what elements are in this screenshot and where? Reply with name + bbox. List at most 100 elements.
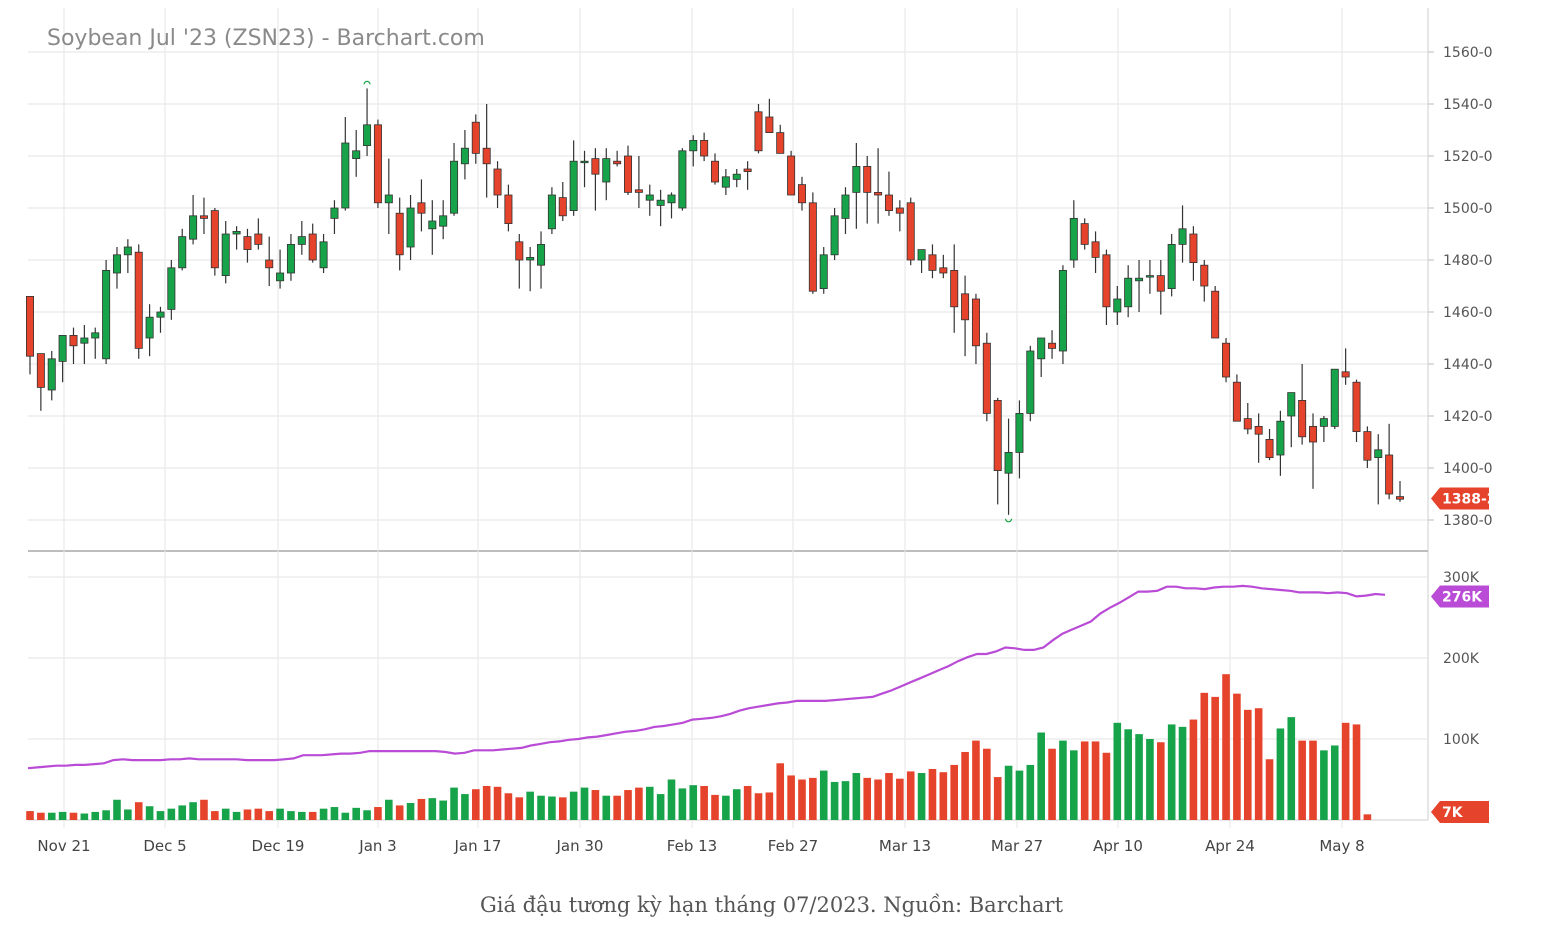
axes: 1560-0 1540-0 1520-0 1500-0 1480-0 1460-0 1440… [37, 45, 1496, 855]
volume-bar [548, 796, 556, 820]
volume-bar [91, 811, 100, 820]
candle-body [874, 191, 883, 196]
volume-bar [461, 794, 469, 820]
candle-body [1287, 392, 1296, 417]
candle-body [624, 155, 633, 193]
volume-bar [385, 799, 393, 820]
candle-body [841, 194, 850, 219]
volume-bar [689, 785, 698, 820]
candle-body [1113, 298, 1122, 313]
volume-bar [983, 748, 991, 820]
volume-bar [471, 789, 480, 820]
volume-bar [276, 808, 284, 820]
candle-body [69, 334, 78, 347]
candle-body [787, 155, 796, 196]
volume-tick-label: 200K [1443, 651, 1480, 667]
candle-body [210, 210, 219, 269]
volume-bars [26, 674, 1372, 820]
candle-body [471, 121, 480, 154]
volume-bar [341, 812, 350, 820]
volume-bar [1026, 764, 1035, 820]
candle-body [982, 342, 991, 414]
candle-body [971, 298, 980, 347]
volume-bar [1059, 740, 1067, 820]
candle-body [178, 236, 187, 269]
volume-bar [265, 811, 274, 820]
volume-bar [80, 813, 89, 820]
volume-bar [819, 770, 828, 820]
volume-bar [678, 788, 687, 820]
volume-bar [743, 785, 752, 820]
low-marker [1004, 518, 1013, 523]
candle-body [286, 243, 295, 274]
candle-body [602, 158, 611, 183]
volume-bar [363, 810, 371, 820]
volume-bar [580, 787, 589, 820]
volume-bar [1102, 752, 1111, 820]
candle-body [1189, 233, 1198, 264]
volume-bar [1341, 722, 1350, 820]
price-candles [25, 80, 1405, 523]
volume-bar [1211, 696, 1219, 820]
candle-body [613, 160, 622, 165]
volume-bar [243, 809, 252, 820]
candle-body [221, 233, 230, 276]
candle-body [917, 249, 926, 261]
volume-bar [1233, 693, 1241, 820]
candle-body [906, 202, 915, 261]
volume-bar [1200, 692, 1209, 820]
candle-body [1374, 449, 1383, 458]
candlestick-volume-chart: 1560-0 1540-0 1520-0 1500-0 1480-0 1460-0 1440… [25, 8, 1496, 855]
price-tick-label: 1560-0 [1443, 45, 1493, 61]
volume-bar [591, 790, 600, 820]
candle-body [232, 230, 241, 235]
candle-body [830, 215, 839, 256]
candle-body [395, 212, 404, 256]
candle-body [47, 358, 56, 391]
volume-bar [1048, 748, 1056, 820]
volume-bar [1113, 722, 1122, 820]
candle-body [1265, 438, 1274, 458]
volume-bar [993, 777, 1002, 820]
volume-bar [1298, 740, 1306, 820]
price-tick-label: 1400-0 [1443, 461, 1493, 477]
volume-bar [874, 779, 882, 820]
candle-body [156, 311, 165, 318]
price-tick-label: 1440-0 [1443, 357, 1493, 373]
volume-bar [515, 797, 524, 820]
candle-body [678, 150, 687, 209]
open-interest-series [27, 584, 1386, 770]
volume-bar [450, 787, 458, 820]
price-tick-label: 1480-0 [1443, 253, 1493, 269]
volume-bar [134, 802, 143, 820]
volume-bar [287, 811, 295, 820]
open-interest-badge-text: 276K [1442, 589, 1483, 605]
open-interest-line [27, 584, 1386, 770]
time-tick-label: Mar 13 [879, 837, 931, 855]
candle-body [1048, 342, 1057, 349]
candle-body [1385, 454, 1394, 495]
volume-bar [1243, 709, 1252, 820]
volume-bar [863, 777, 872, 820]
candle-body [91, 332, 100, 339]
volume-bar [787, 775, 795, 820]
candle-body [1156, 275, 1165, 292]
candle-body [591, 158, 600, 175]
volume-bar [700, 785, 708, 820]
volume-bar [1004, 765, 1013, 820]
candle-body [352, 150, 361, 160]
volume-bar [406, 802, 415, 820]
candle-body [1102, 254, 1111, 308]
candle-body [1330, 368, 1339, 427]
candle-body [308, 233, 317, 261]
candle-body [493, 168, 502, 196]
volume-bar [37, 812, 45, 820]
volume-bar [145, 806, 154, 820]
candle-body [884, 194, 893, 212]
high-marker [363, 80, 371, 85]
last-volume-badge-text: 7K [1442, 805, 1464, 821]
candle-body [1211, 290, 1220, 339]
volume-bar [254, 808, 263, 820]
volume-bar [1091, 741, 1100, 820]
candle-body [80, 337, 89, 344]
